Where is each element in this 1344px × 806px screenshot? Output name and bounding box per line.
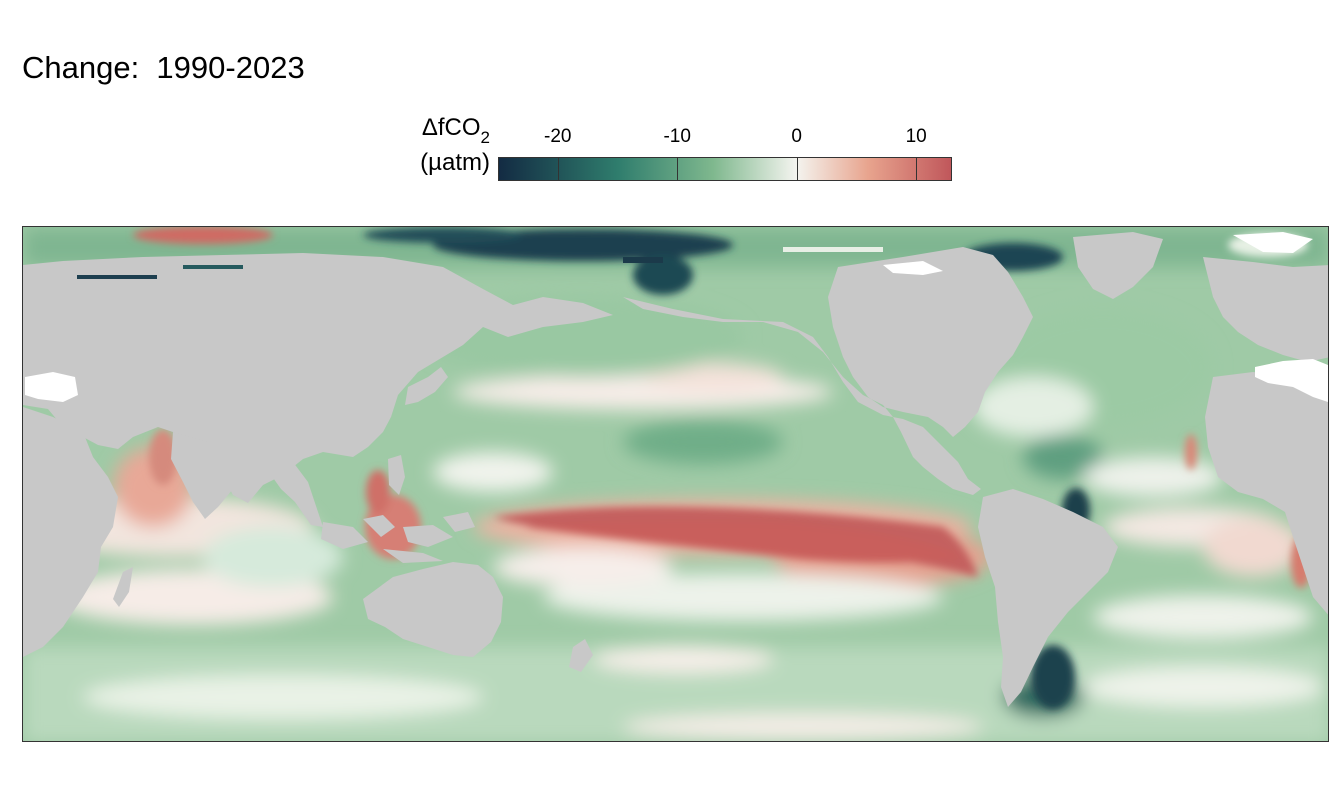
tick-mark (916, 158, 918, 180)
tick-label: 10 (905, 126, 927, 147)
land-eurasia (23, 253, 613, 503)
colorbar-legend: ΔfCO2 (µatm) -20 -10 0 10 (0, 0, 1344, 200)
legend-title: ΔfCO2 (µatm) (395, 114, 490, 178)
legend-unit: (µatm) (420, 148, 490, 176)
land-layer (23, 232, 1328, 707)
land-west-africa (1205, 372, 1328, 615)
land-philippines (388, 455, 405, 495)
map-title: Change: 1990-2023 (22, 50, 305, 85)
tick-label: -20 (544, 126, 572, 147)
arctic-fragments (77, 247, 883, 279)
no-data-patch (1233, 232, 1313, 253)
no-data-patch (883, 261, 943, 275)
land-new-zealand (569, 639, 593, 672)
tick-mark (557, 158, 559, 180)
map-svg (23, 227, 1328, 741)
land-japan (405, 367, 448, 405)
legend-variable-name: ΔfCO (421, 114, 481, 141)
land-africa (23, 407, 118, 657)
tick-label: -10 (663, 126, 691, 147)
legend-variable-subscript: 2 (480, 128, 490, 147)
legend-variable: ΔfCO2 (395, 114, 490, 147)
ocean-strong-features (133, 227, 1311, 709)
no-data-patch (1255, 359, 1328, 402)
no-data-layer (25, 232, 1328, 402)
no-data-patch (25, 372, 78, 402)
tick-mark (677, 158, 679, 180)
land-se-asia (263, 457, 323, 527)
land-australia (363, 562, 503, 657)
land-south-america (978, 489, 1118, 707)
tick-mark (796, 158, 798, 180)
land-greenland (1073, 232, 1163, 299)
land-india (171, 432, 245, 519)
tick-label: 0 (791, 126, 802, 147)
land-madagascar (113, 567, 133, 607)
land-indonesia (321, 512, 475, 563)
land-north-america (623, 247, 1033, 495)
land-europe (1203, 257, 1328, 362)
ocean-change-map (22, 226, 1329, 742)
colorbar (498, 157, 952, 181)
